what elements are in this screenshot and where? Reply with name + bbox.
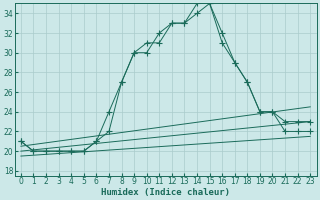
X-axis label: Humidex (Indice chaleur): Humidex (Indice chaleur): [101, 188, 230, 197]
